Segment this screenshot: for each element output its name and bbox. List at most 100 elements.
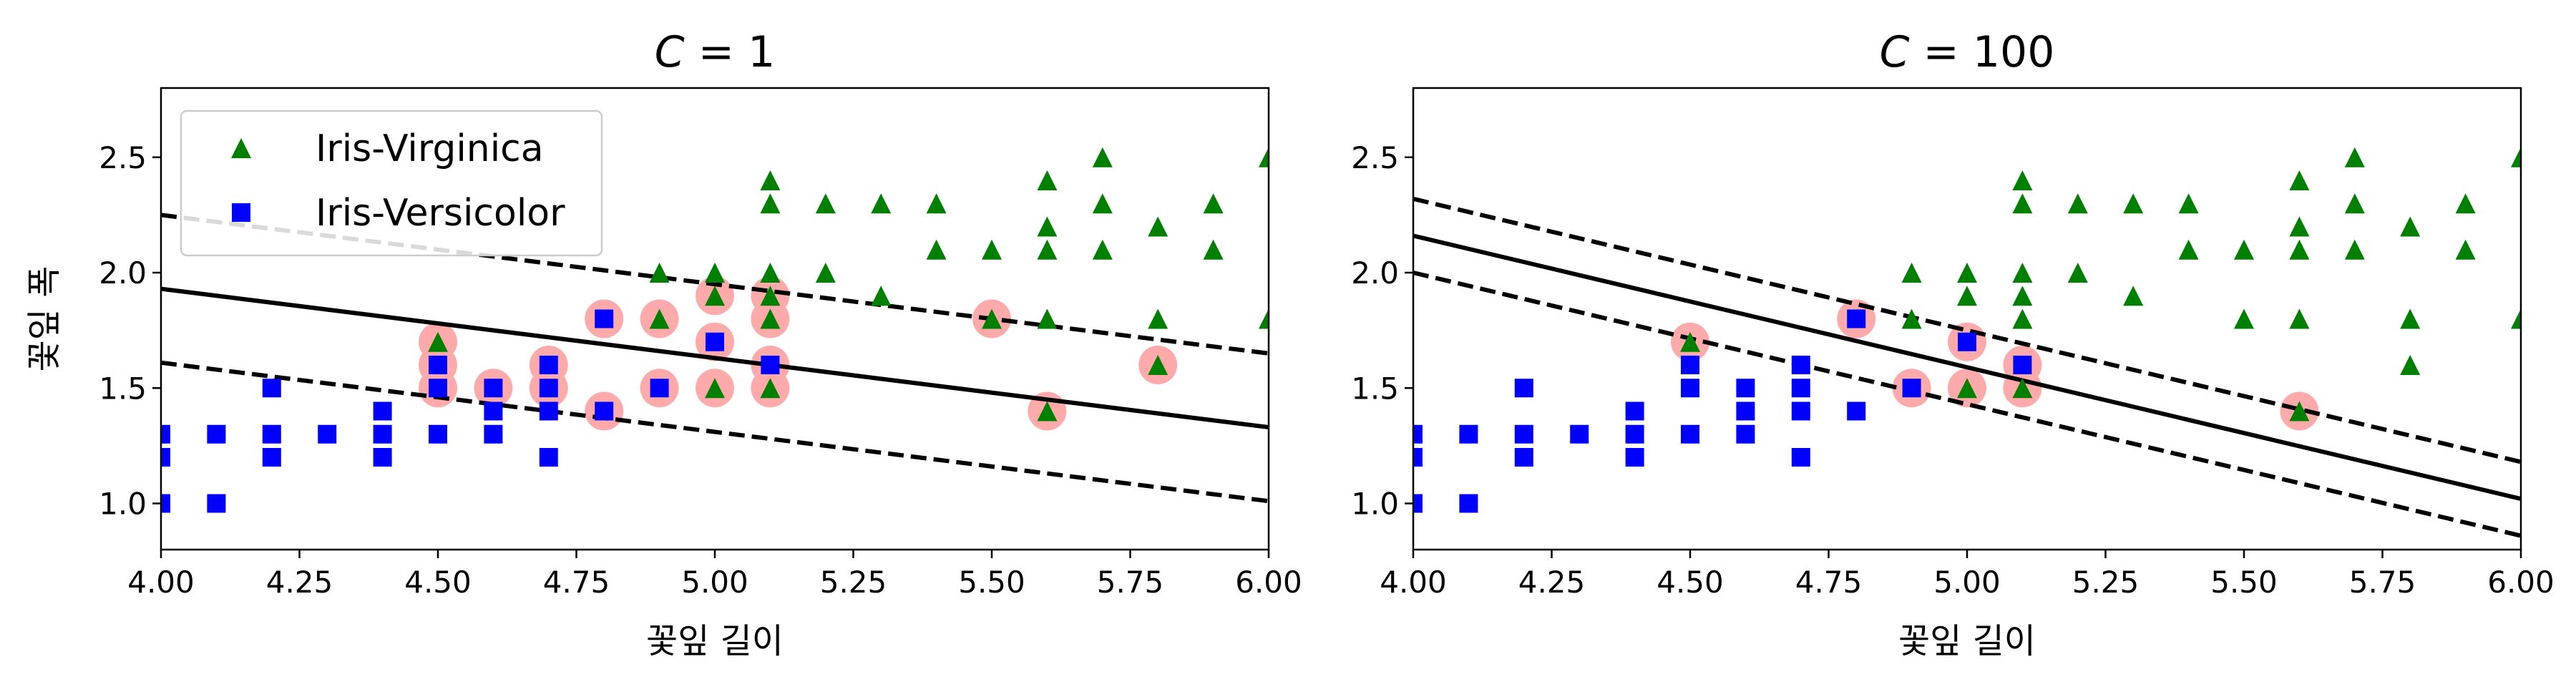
virginica-point xyxy=(649,308,670,329)
legend-entry-label: Iris-Virginica xyxy=(316,127,544,170)
x-tick-label: 5.75 xyxy=(2349,565,2416,600)
chart-panel-c100: 4.00 4.25 4.50 4.75 5.00 5.25 5.50 5.75 6.00 1.0 1… xyxy=(1351,27,2555,661)
versicolor-point xyxy=(484,424,503,444)
versicolor-point xyxy=(2013,356,2032,374)
virginica-point xyxy=(2400,308,2421,329)
virginica-point xyxy=(705,378,725,399)
legend-triangle-marker xyxy=(231,138,251,158)
versicolor-point xyxy=(262,379,281,398)
x-tick-label: 5.00 xyxy=(681,565,748,600)
y-tick-label: 2.0 xyxy=(99,255,147,291)
versicolor-point xyxy=(539,356,558,374)
versicolor-point xyxy=(1736,401,1755,421)
versicolor-point xyxy=(429,379,447,398)
virginica-point xyxy=(2123,193,2144,214)
virginica-point xyxy=(982,239,1002,260)
versicolor-point xyxy=(1902,379,1921,398)
virginica-point xyxy=(1259,147,1269,167)
virginica-point xyxy=(760,308,781,329)
decision-boundary-line xyxy=(161,286,1269,430)
virginica-point xyxy=(1901,308,1922,329)
x-tick-label: 5.25 xyxy=(2072,565,2140,600)
virginica-point xyxy=(2289,239,2310,260)
legend-box xyxy=(180,109,603,257)
virginica-point xyxy=(1203,239,1224,260)
x-tick-label: 6.00 xyxy=(2487,565,2555,600)
versicolor-point xyxy=(1413,494,1423,513)
virginica-point xyxy=(2289,216,2310,237)
x-axis-label: 꽃잎 길이 xyxy=(646,621,784,661)
virginica-point xyxy=(2344,193,2365,214)
virginica-point xyxy=(760,193,781,214)
versicolor-point xyxy=(1847,401,1866,421)
versicolor-point xyxy=(373,424,392,444)
virginica-point xyxy=(1148,216,1169,237)
y-tick-label: 1.0 xyxy=(1351,487,1399,522)
versicolor-point xyxy=(539,379,558,398)
versicolor-point xyxy=(1791,356,1810,374)
versicolor-point xyxy=(539,448,558,467)
versicolor-point xyxy=(1681,379,1699,398)
versicolor-point xyxy=(207,424,226,444)
versicolor-point xyxy=(1459,494,1478,513)
versicolor-point xyxy=(761,356,780,374)
virginica-point xyxy=(1957,263,1977,283)
x-tick-label: 4.25 xyxy=(266,565,333,600)
virginica-point xyxy=(1037,170,1058,190)
versicolor-point xyxy=(161,448,170,467)
y-tick-label: 2.0 xyxy=(1351,255,1399,291)
x-tick-label: 6.00 xyxy=(1235,565,1302,600)
legend-square-marker xyxy=(232,203,250,222)
versicolor-point xyxy=(706,332,724,351)
versicolor-point xyxy=(1791,448,1810,467)
versicolor-point xyxy=(161,494,170,513)
virginica-point xyxy=(2123,286,2144,306)
virginica-point xyxy=(2344,239,2365,260)
virginica-point xyxy=(2289,308,2310,329)
virginica-point xyxy=(926,239,947,260)
virginica-point xyxy=(2012,378,2033,399)
versicolor-point xyxy=(1681,424,1699,444)
x-tick-label: 4.25 xyxy=(1518,565,1586,600)
virginica-point xyxy=(2400,216,2421,237)
virginica-point xyxy=(649,263,670,283)
x-tick-label: 4.50 xyxy=(404,565,472,600)
versicolor-point xyxy=(429,356,447,374)
plot-area xyxy=(1413,147,2521,538)
versicolor-point xyxy=(373,401,392,421)
virginica-point xyxy=(2178,193,2199,214)
versicolor-point xyxy=(1736,379,1755,398)
virginica-point xyxy=(2455,239,2476,260)
x-tick-label: 5.00 xyxy=(1933,565,2001,600)
chart-title: C = 100 xyxy=(1880,27,2055,77)
virginica-point xyxy=(2012,286,2033,306)
versicolor-point xyxy=(1625,424,1644,444)
virginica-point xyxy=(2289,401,2310,422)
virginica-point xyxy=(2455,193,2476,214)
virginica-point xyxy=(1148,355,1169,375)
x-axis-label: 꽃잎 길이 xyxy=(1898,621,2036,661)
versicolor-point xyxy=(207,494,226,513)
chart-panel-c1: 4.00 4.25 4.50 4.75 5.00 5.25 5.50 5.75 6.00 1.0 1… xyxy=(24,27,1302,661)
versicolor-point xyxy=(161,424,170,444)
virginica-point xyxy=(760,378,781,399)
virginica-point xyxy=(1901,263,1922,283)
virginica-point xyxy=(1203,193,1224,214)
versicolor-point xyxy=(1847,309,1866,328)
virginica-point xyxy=(815,263,836,283)
virginica-point xyxy=(705,286,725,306)
margin-lower-line xyxy=(161,360,1269,504)
versicolor-point xyxy=(1681,356,1699,374)
versicolor-point xyxy=(1791,379,1810,398)
virginica-point xyxy=(871,286,892,306)
virginica-point xyxy=(815,193,836,214)
virginica-point xyxy=(2234,239,2254,260)
virginica-point xyxy=(428,331,448,352)
margin-lower-line xyxy=(1413,271,2521,538)
y-tick-label: 1.5 xyxy=(1351,371,1399,406)
virginica-point xyxy=(1037,401,1058,422)
y-tick-label: 2.5 xyxy=(99,140,147,175)
x-tick-label: 5.50 xyxy=(2210,565,2278,600)
versicolor-point xyxy=(1514,424,1533,444)
